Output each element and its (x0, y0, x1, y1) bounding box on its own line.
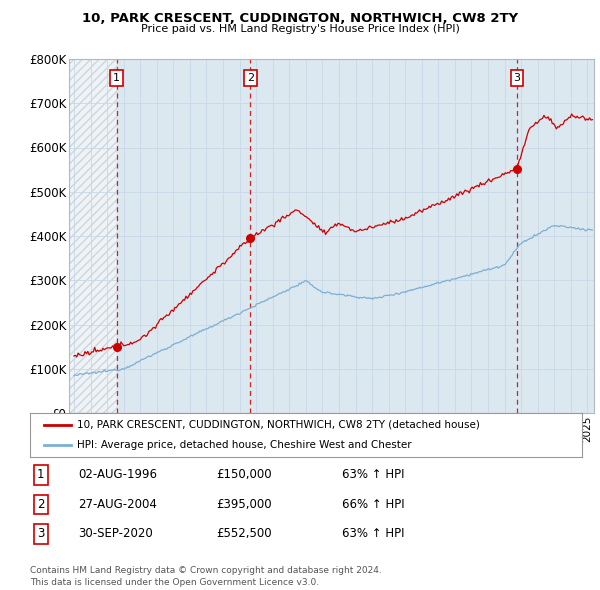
Text: £150,000: £150,000 (216, 468, 272, 481)
Text: 1: 1 (113, 73, 120, 83)
Text: 30-SEP-2020: 30-SEP-2020 (78, 527, 153, 540)
Text: Price paid vs. HM Land Registry's House Price Index (HPI): Price paid vs. HM Land Registry's House … (140, 24, 460, 34)
Bar (69, 59, 116, 413)
Text: 3: 3 (514, 73, 520, 83)
Text: 27-AUG-2004: 27-AUG-2004 (78, 498, 157, 511)
Text: 3: 3 (37, 527, 44, 540)
Text: £552,500: £552,500 (216, 527, 272, 540)
Text: 63% ↑ HPI: 63% ↑ HPI (342, 527, 404, 540)
Text: 2: 2 (247, 73, 254, 83)
Text: 1: 1 (37, 468, 44, 481)
Text: 10, PARK CRESCENT, CUDDINGTON, NORTHWICH, CW8 2TY: 10, PARK CRESCENT, CUDDINGTON, NORTHWICH… (82, 12, 518, 25)
Text: 02-AUG-1996: 02-AUG-1996 (78, 468, 157, 481)
Text: HPI: Average price, detached house, Cheshire West and Chester: HPI: Average price, detached house, Ches… (77, 440, 412, 450)
Text: 66% ↑ HPI: 66% ↑ HPI (342, 498, 404, 511)
Text: 63% ↑ HPI: 63% ↑ HPI (342, 468, 404, 481)
Text: 10, PARK CRESCENT, CUDDINGTON, NORTHWICH, CW8 2TY (detached house): 10, PARK CRESCENT, CUDDINGTON, NORTHWICH… (77, 420, 480, 430)
Text: Contains HM Land Registry data © Crown copyright and database right 2024.
This d: Contains HM Land Registry data © Crown c… (30, 566, 382, 587)
Text: £395,000: £395,000 (216, 498, 272, 511)
Text: 2: 2 (37, 498, 44, 511)
